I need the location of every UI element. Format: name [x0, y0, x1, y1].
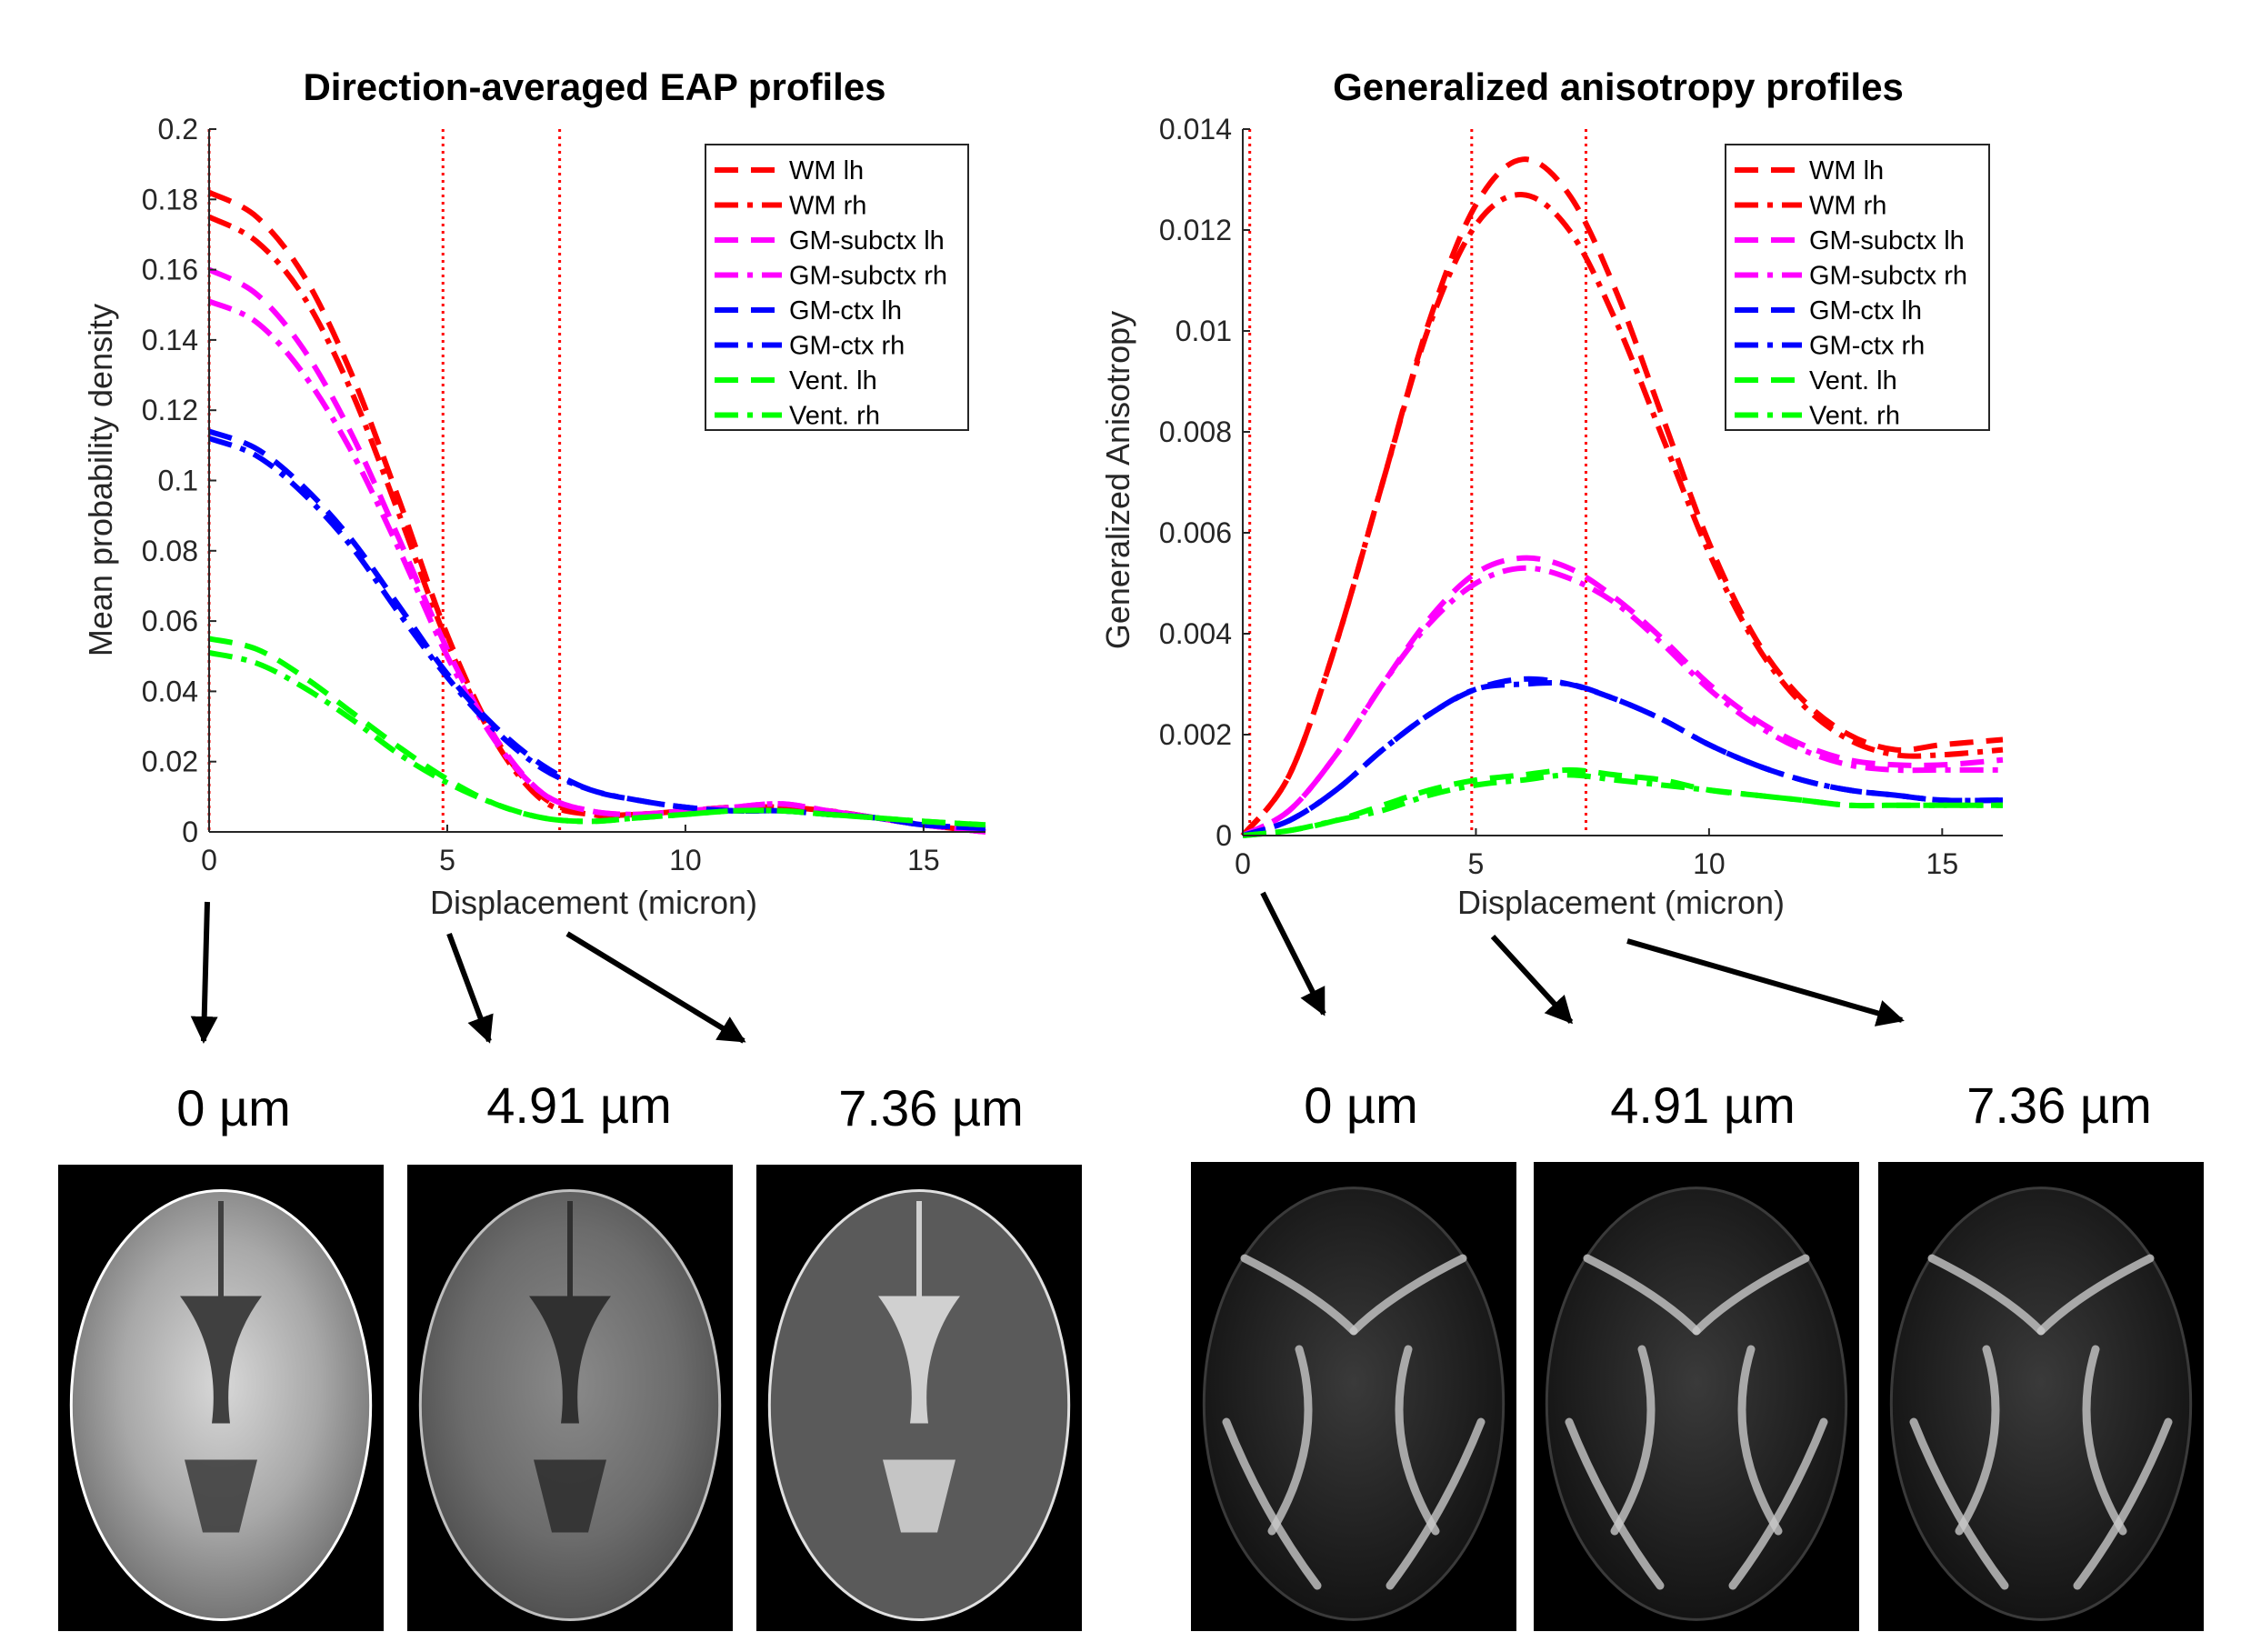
eap-x-axis-label: Displacement (micron)	[430, 884, 757, 921]
ga-x-tick-label: 0	[1235, 847, 1251, 880]
eap-x-tick-label: 0	[201, 844, 217, 876]
eap-y-tick-label: 0.12	[142, 394, 198, 426]
ga-x-tick-label: 10	[1693, 847, 1726, 880]
arrow-ga-7.36	[1626, 938, 1905, 1026]
ga-legend: WM lh WM rh GM-subctx lh GM-subctx rh GM-ctx…	[1725, 144, 1990, 431]
eap-ticks: 0 5 10 15 0 0.02 0.04 0.06 0.08 0.1 0.12 0.14 0.16 0.…	[142, 113, 940, 876]
ga-legend-label: Vent. rh	[1809, 402, 1900, 431]
ga-series-gm-subctx-lh	[1241, 555, 2004, 838]
brain-eap-4.91um	[407, 1165, 733, 1631]
caption-ga-0: 0 µm	[1304, 1076, 1418, 1134]
eap-y-tick-label: 0	[182, 816, 198, 848]
arrow-ga-0	[1260, 891, 1326, 1016]
captions: 0 µm 4.91 µm 7.36 µm 0 µm 4.91 µm 7.36 µ…	[176, 1076, 2152, 1136]
ga-x-tick-label: 5	[1468, 847, 1485, 880]
eap-y-tick-label: 0.2	[158, 113, 198, 145]
brain-ga-4.91um	[1534, 1162, 1859, 1631]
caption-ga-7.36: 7.36 µm	[1966, 1076, 2151, 1134]
eap-y-tick-label: 0.1	[158, 465, 198, 497]
ga-y-axis-label: Generalized Anisotropy	[1099, 311, 1136, 649]
eap-series-gm-subctx-rh	[207, 298, 986, 835]
ga-y-tick-label: 0.012	[1159, 214, 1232, 246]
ga-legend-label: GM-ctx rh	[1809, 332, 1925, 361]
eap-legend-label: WM rh	[789, 192, 866, 221]
arrows	[190, 891, 1905, 1044]
brain-eap-0um	[58, 1165, 384, 1631]
eap-y-tick-label: 0.04	[142, 675, 198, 707]
eap-legend-label: WM lh	[789, 156, 864, 185]
eap-legend-label: Vent. lh	[789, 366, 877, 395]
eap-y-tick-label: 0.06	[142, 605, 198, 637]
ga-series-vent-rh	[1242, 772, 2003, 838]
ga-legend-box	[1725, 144, 1990, 431]
eap-legend-label: GM-ctx lh	[789, 296, 902, 325]
eap-legend-label: GM-subctx rh	[789, 262, 947, 291]
eap-legend-label: GM-ctx rh	[789, 332, 905, 361]
ga-y-tick-label: 0.006	[1159, 516, 1232, 549]
ga-legend-label: WM lh	[1809, 156, 1884, 185]
ga-legend-label: GM-subctx lh	[1809, 226, 1965, 255]
eap-legend: WM lh WM rh GM-subctx lh GM-subctx rh GM-ctx…	[705, 144, 969, 431]
caption-eap-0: 0 µm	[176, 1079, 291, 1136]
ga-y-tick-label: 0.004	[1159, 617, 1232, 650]
ga-series-gm-subctx-rh	[1241, 565, 2003, 838]
caption-ga-4.91: 4.91 µm	[1610, 1076, 1795, 1134]
ga-legend-label: Vent. lh	[1809, 366, 1897, 395]
ga-series-group	[1240, 156, 2004, 838]
brain-ga-7.36um	[1878, 1162, 2204, 1631]
eap-legend-label: GM-subctx lh	[789, 226, 945, 255]
ga-y-tick-label: 0.01	[1176, 315, 1232, 347]
arrow-eap-0	[190, 901, 218, 1044]
eap-y-axis-label: Mean probability density	[82, 304, 119, 656]
ga-ticks: 0 5 10 15 0 0.002 0.004 0.006 0.008 0.01 0.012 0.01…	[1159, 113, 1958, 880]
eap-series-vent-rh	[208, 649, 986, 828]
eap-legend-label: Vent. rh	[789, 402, 880, 431]
ga-x-axis-label: Displacement (micron)	[1457, 884, 1785, 921]
ga-series-gm-ctx-rh	[1242, 680, 2004, 838]
ga-legend-label: WM rh	[1809, 192, 1886, 221]
arrow-eap-7.36	[565, 931, 746, 1044]
brain-ga-0um	[1191, 1162, 1516, 1631]
eap-series-vent-lh	[208, 636, 986, 828]
ga-series-wm-rh	[1240, 192, 2004, 837]
brain-eap-7.36um	[756, 1165, 1082, 1631]
ga-y-tick-label: 0.002	[1159, 718, 1232, 751]
eap-x-tick-label: 10	[669, 844, 702, 876]
caption-eap-7.36: 7.36 µm	[838, 1079, 1023, 1136]
ga-y-tick-label: 0.008	[1159, 416, 1232, 448]
brain-image-panels	[58, 1162, 2204, 1631]
ga-marker-lines	[1248, 129, 1587, 836]
eap-chart-title: Direction-averaged EAP profiles	[303, 65, 885, 108]
eap-y-tick-label: 0.14	[142, 324, 198, 356]
eap-y-tick-label: 0.16	[142, 254, 198, 286]
arrow-ga-4.91	[1490, 934, 1574, 1025]
caption-eap-4.91: 4.91 µm	[486, 1076, 671, 1134]
ga-y-tick-label: 0.014	[1159, 113, 1232, 145]
ga-y-tick-label: 0	[1216, 819, 1232, 852]
eap-series-group	[207, 189, 986, 835]
eap-y-tick-label: 0.18	[142, 183, 198, 215]
eap-y-tick-label: 0.08	[142, 535, 198, 567]
ga-chart-title: Generalized anisotropy profiles	[1333, 65, 1904, 108]
eap-x-tick-label: 5	[439, 844, 455, 876]
eap-chart: Direction-averaged EAP profiles 0 5 10 1500…	[82, 65, 986, 921]
ga-legend-label: GM-subctx rh	[1809, 262, 1967, 291]
ga-axes	[1242, 129, 2003, 836]
eap-marker-lines	[207, 129, 562, 832]
eap-y-tick-label: 0.02	[142, 746, 198, 778]
arrow-eap-4.91	[446, 932, 494, 1044]
ga-legend-label: GM-ctx lh	[1809, 296, 1922, 325]
ga-x-tick-label: 15	[1926, 847, 1959, 880]
eap-series-gm-ctx-rh	[207, 436, 986, 832]
eap-legend-box	[705, 144, 969, 431]
eap-series-gm-ctx-lh	[207, 428, 986, 832]
eap-series-wm-rh	[207, 214, 986, 835]
ga-chart: Generalized anisotropy profiles 0 5 10 1500…	[1099, 65, 2004, 921]
eap-x-tick-label: 15	[907, 844, 940, 876]
